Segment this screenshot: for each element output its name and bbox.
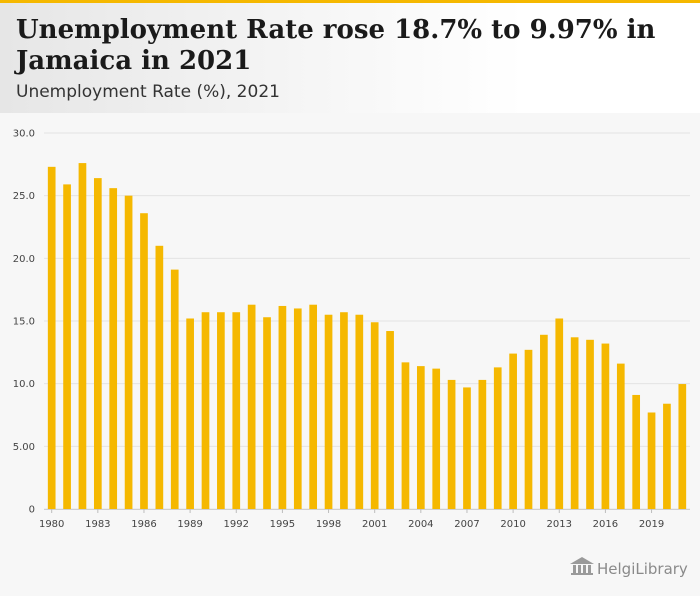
- y-tick-label: 10.0: [13, 379, 35, 390]
- bar-1984[interactable]: [109, 188, 118, 509]
- bar-2016[interactable]: [601, 343, 610, 509]
- bar-1985[interactable]: [124, 195, 133, 509]
- y-axis: 0 5.00 10.0 15.0 20.0 25.0 30.0: [13, 129, 35, 516]
- bar-1999[interactable]: [340, 312, 348, 509]
- bar-2013[interactable]: [555, 318, 564, 509]
- bar-2012[interactable]: [540, 334, 548, 509]
- bars: [47, 163, 687, 510]
- x-tick-label: 1980: [39, 519, 64, 530]
- x-tick-label: 2001: [362, 519, 387, 530]
- accent-bar: [0, 0, 700, 3]
- x-tick-label: 1986: [131, 519, 156, 530]
- bar-1989[interactable]: [186, 318, 194, 509]
- x-tick-label: 2013: [547, 519, 572, 530]
- bar-2007[interactable]: [463, 387, 471, 509]
- bar-1982[interactable]: [78, 163, 87, 509]
- bar-1994[interactable]: [263, 317, 271, 509]
- x-tick-label: 1992: [224, 519, 249, 530]
- bar-2019[interactable]: [647, 412, 656, 509]
- bar-1995[interactable]: [278, 305, 287, 509]
- x-tick-label: 2010: [500, 519, 525, 530]
- x-tick-label: 1995: [270, 519, 295, 530]
- bar-2008[interactable]: [478, 379, 487, 509]
- bar-2009[interactable]: [493, 367, 502, 509]
- bar-1997[interactable]: [309, 304, 318, 509]
- x-tick-label: 2004: [408, 519, 433, 530]
- y-tick-label: 15.0: [13, 317, 35, 328]
- y-tick-label: 30.0: [13, 129, 35, 140]
- x-tick-label: 2019: [639, 519, 664, 530]
- bar-2011[interactable]: [524, 349, 533, 509]
- y-tick-label: 20.0: [13, 254, 35, 265]
- bar-1991[interactable]: [217, 312, 225, 509]
- chart-subtitle: Unemployment Rate (%), 2021: [16, 82, 280, 102]
- bar-2001[interactable]: [370, 322, 379, 509]
- bar-2010[interactable]: [509, 353, 517, 509]
- bar-2005[interactable]: [432, 368, 441, 509]
- bar-1981[interactable]: [63, 184, 71, 509]
- bar-1988[interactable]: [170, 269, 179, 509]
- bar-2021[interactable]: [678, 384, 687, 509]
- bar-1998[interactable]: [324, 314, 333, 509]
- bar-2002[interactable]: [386, 331, 394, 509]
- x-tick-label: 1989: [177, 519, 202, 530]
- y-tick-label: 5.00: [13, 442, 35, 453]
- bar-2014[interactable]: [570, 337, 579, 509]
- bar-1992[interactable]: [232, 312, 241, 509]
- bar-1980[interactable]: [47, 166, 56, 509]
- bar-2015[interactable]: [586, 339, 594, 509]
- bar-2017[interactable]: [616, 363, 625, 509]
- bar-2020[interactable]: [663, 403, 671, 509]
- y-tick-label: 25.0: [13, 191, 35, 202]
- bar-1987[interactable]: [155, 245, 164, 510]
- x-tick-label: 1998: [316, 519, 341, 530]
- x-tick-label: 2016: [593, 519, 618, 530]
- bar-1996[interactable]: [293, 308, 302, 509]
- x-axis: 1980 1983 1986 1989 1992 1995 1998 2001 2004 2007…: [39, 509, 690, 530]
- plot-area: 0 5.00 10.0 15.0 20.0 25.0 30.0 1980 1983 1986 19…: [0, 113, 700, 596]
- library-building-icon: [570, 557, 594, 575]
- bar-2018[interactable]: [632, 394, 641, 509]
- logo-text: HelgiLibrary: [597, 560, 688, 578]
- bar-1983[interactable]: [93, 178, 102, 509]
- chart-title: Unemployment Rate rose 18.7% to 9.97% in…: [16, 15, 656, 76]
- bar-1986[interactable]: [140, 213, 148, 510]
- x-tick-label: 2007: [454, 519, 479, 530]
- bar-2000[interactable]: [355, 314, 364, 509]
- bar-2003[interactable]: [401, 362, 410, 509]
- x-tick-label: 1983: [85, 519, 110, 530]
- bar-2004[interactable]: [416, 366, 425, 509]
- bar-1993[interactable]: [247, 304, 256, 509]
- y-tick-label: 0: [29, 505, 35, 516]
- bar-2006[interactable]: [447, 379, 456, 509]
- bar-1990[interactable]: [201, 312, 210, 509]
- header: Unemployment Rate rose 18.7% to 9.97% in…: [0, 3, 700, 113]
- helgilibrary-logo[interactable]: HelgiLibrary: [570, 557, 688, 578]
